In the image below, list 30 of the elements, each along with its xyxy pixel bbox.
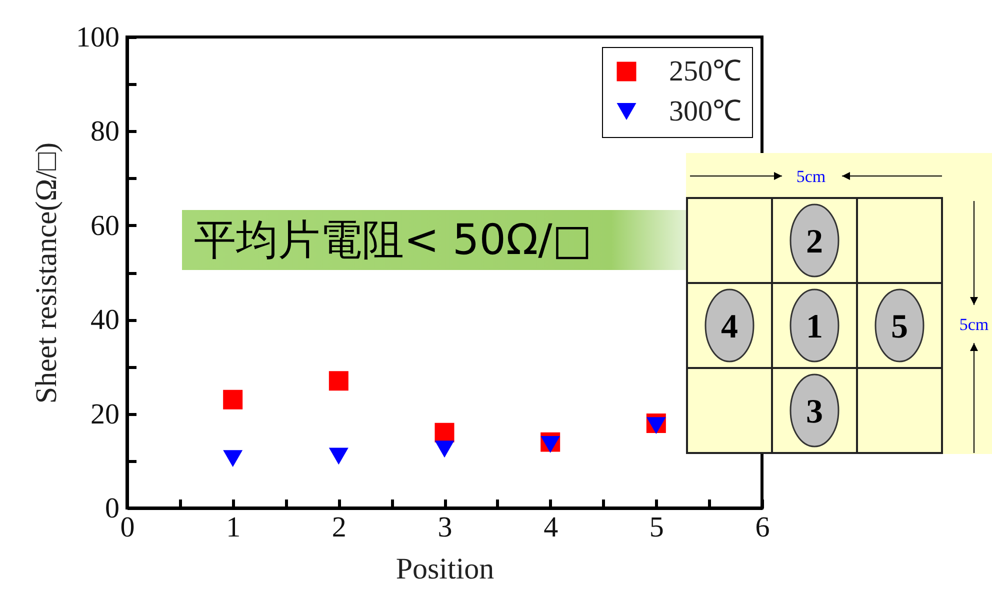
point (223, 390, 243, 410)
y-axis-title: Sheet resistance(Ω/□) (30, 142, 63, 404)
y-tick-label: 60 (90, 210, 120, 242)
x-tick-label: 2 (332, 512, 346, 544)
text: 3 (806, 394, 823, 430)
point (540, 436, 560, 453)
x-tick-label: 4 (544, 512, 559, 544)
point (223, 450, 243, 467)
annotation: 平均片電阻< 50Ω/□ (182, 210, 687, 270)
point (328, 448, 348, 465)
y-tick-label: 100 (76, 22, 120, 54)
text: 1 (806, 308, 823, 346)
annotation: 4 (721, 308, 738, 346)
x-axis-title: Position (396, 552, 494, 586)
text: 5cm (796, 167, 826, 186)
x-tick-label: 1 (226, 512, 241, 544)
legend-label: 300℃ (669, 96, 742, 128)
point (646, 417, 666, 434)
legend-label: 250℃ (669, 56, 742, 88)
text: 5 (891, 308, 908, 346)
x-tick-label: 5 (649, 512, 664, 544)
text: 2 (806, 224, 823, 260)
x-tick-label: 6 (755, 512, 770, 544)
x-tick-label: 3 (438, 512, 452, 544)
point (328, 371, 348, 391)
text: 5cm (959, 315, 989, 334)
y-tick-label: 40 (90, 304, 120, 336)
point (434, 440, 454, 458)
y-tick-label: 20 (90, 398, 120, 430)
y-tick-label: 80 (90, 116, 120, 148)
